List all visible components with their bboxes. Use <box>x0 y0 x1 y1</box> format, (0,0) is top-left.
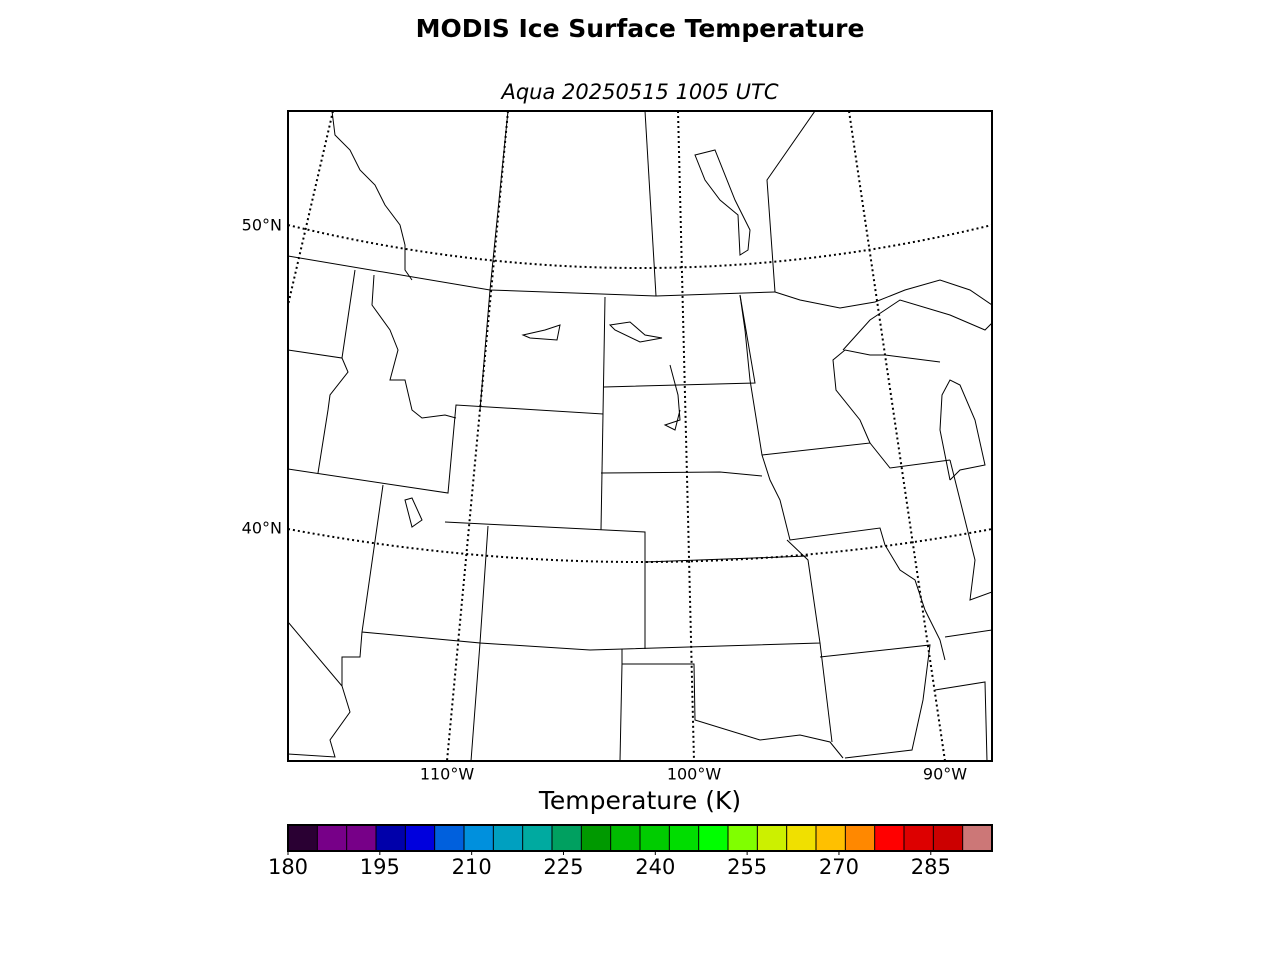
color-segment <box>698 825 729 851</box>
lat-label: 40°N <box>242 519 282 538</box>
color-segment <box>757 825 788 851</box>
tick-label: 255 <box>727 855 767 879</box>
color-segment <box>317 825 348 851</box>
lon-label: 110°W <box>420 765 475 784</box>
tick-label: 195 <box>360 855 400 879</box>
color-segment <box>581 825 612 851</box>
color-segment <box>434 825 465 851</box>
color-segment <box>874 825 905 851</box>
color-segment <box>376 825 406 851</box>
tick-label: 240 <box>635 855 675 879</box>
color-segment <box>405 825 436 851</box>
tick-label: 225 <box>543 855 583 879</box>
tick-label: 210 <box>452 855 492 879</box>
colorbar: 180 195 210 225 240 255 270 285 <box>268 824 993 879</box>
color-segment <box>904 825 934 851</box>
color-segment <box>933 825 964 851</box>
map <box>288 111 992 761</box>
color-segment <box>669 825 700 851</box>
color-segment <box>845 825 876 851</box>
color-segment <box>786 825 817 851</box>
colorbar-frame <box>287 824 993 852</box>
lat-label: 50°N <box>242 216 282 235</box>
subtitle: Aqua 20250515 1005 UTC <box>499 80 778 104</box>
map-frame <box>287 110 993 762</box>
tick-label: 285 <box>911 855 951 879</box>
colorbar-label: Temperature (K) <box>538 786 741 815</box>
color-segment <box>522 825 553 851</box>
color-segment <box>464 825 494 851</box>
color-segment <box>816 825 846 851</box>
color-segment <box>962 825 993 851</box>
color-segment <box>640 825 670 851</box>
color-segment <box>493 825 524 851</box>
lon-label: 90°W <box>923 765 967 784</box>
tick-label: 180 <box>268 855 308 879</box>
title: MODIS Ice Surface Temperature <box>416 14 865 43</box>
color-segment <box>288 825 318 851</box>
color-segment <box>728 825 758 851</box>
color-segment <box>552 825 582 851</box>
color-segment <box>346 825 377 851</box>
tick-label: 270 <box>819 855 859 879</box>
lon-label: 100°W <box>667 765 722 784</box>
color-segment <box>610 825 641 851</box>
